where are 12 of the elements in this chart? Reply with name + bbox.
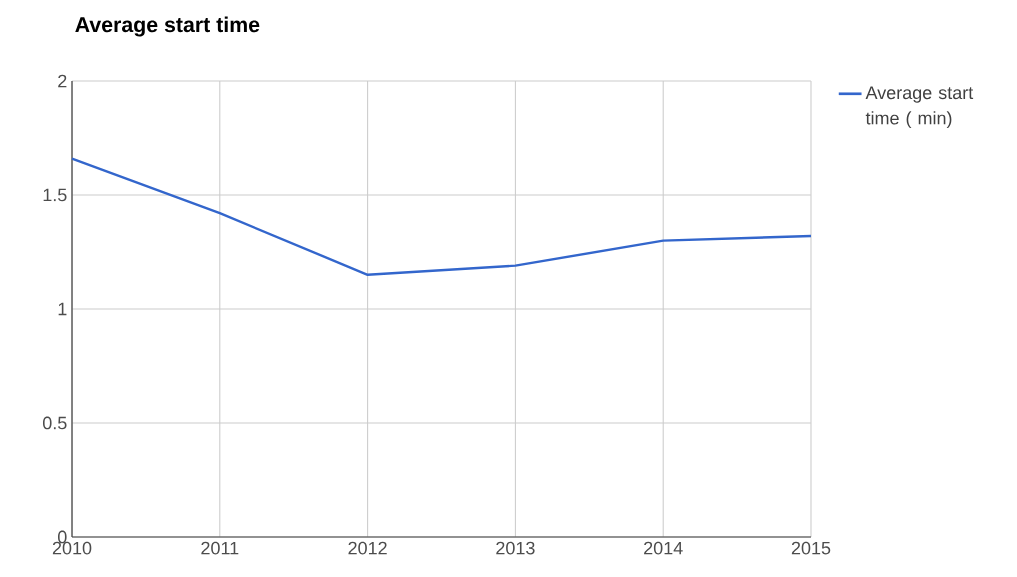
x-tick-label: 2013	[496, 541, 535, 555]
x-tick-label: 2011	[201, 541, 239, 555]
x-tick-label: 2012	[348, 541, 387, 555]
y-tick-label: 1.5	[43, 188, 67, 202]
x-tick-label: 2015	[791, 541, 831, 555]
legend-label: Average start time ( min)	[865, 86, 974, 129]
y-tick-label: 0.5	[42, 416, 67, 430]
line-series	[70, 157, 813, 276]
y-tick-label: 2	[58, 74, 67, 88]
y-tick-label: 1	[58, 302, 67, 316]
x-tick-label: 2014	[644, 541, 683, 555]
chart-title: Average start time	[75, 16, 260, 37]
